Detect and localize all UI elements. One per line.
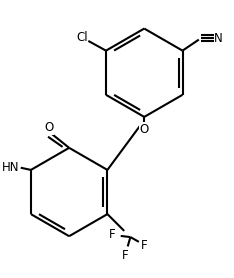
- Text: F: F: [141, 239, 148, 252]
- Text: F: F: [109, 228, 115, 241]
- Text: O: O: [140, 123, 149, 136]
- Text: Cl: Cl: [76, 31, 88, 44]
- Text: F: F: [122, 249, 128, 262]
- Text: HN: HN: [2, 161, 20, 174]
- Text: N: N: [214, 32, 223, 45]
- Text: O: O: [45, 121, 54, 135]
